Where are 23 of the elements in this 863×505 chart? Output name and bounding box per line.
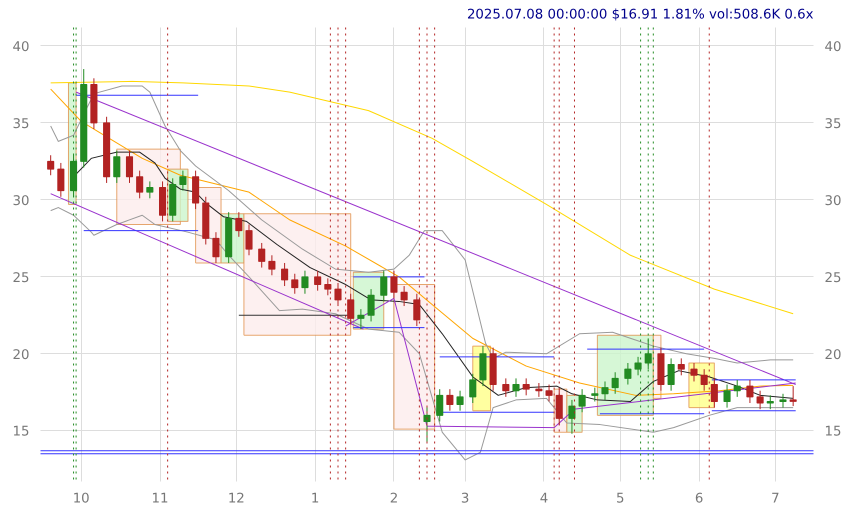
x-tick-label: 5 [616,492,624,505]
x-tick-label: 10 [72,492,90,505]
y2-tick-label: 30 [824,194,842,209]
y-tick-label: 15 [12,424,30,440]
y2-tick-label: 35 [824,116,842,132]
y-tick-label: 35 [12,116,30,132]
x-tick-label: 12 [228,492,245,505]
x-tick-label: 1 [310,492,320,505]
x-tick-label: 3 [460,492,470,505]
x-tick-label: 7 [771,492,780,505]
y2-tick-label: 25 [824,270,842,286]
y-tick-label: 20 [12,348,30,363]
y-tick-label: 40 [12,40,30,55]
y2-tick-label: 40 [824,40,842,55]
x-tick-label: 2 [390,492,398,505]
y2-tick-label: 15 [824,424,842,440]
y-tick-label: 25 [12,270,30,286]
y-tick-label: 30 [12,194,30,209]
y2-tick-label: 20 [824,348,842,363]
x-tick-label: 11 [152,492,168,505]
x-tick-label: 4 [540,492,548,505]
x-tick-label: 6 [694,492,704,505]
chart-title: 2025.07.08 00:00:00 $16.91 1.81% vol:508.6K 0.6x [466,8,814,22]
